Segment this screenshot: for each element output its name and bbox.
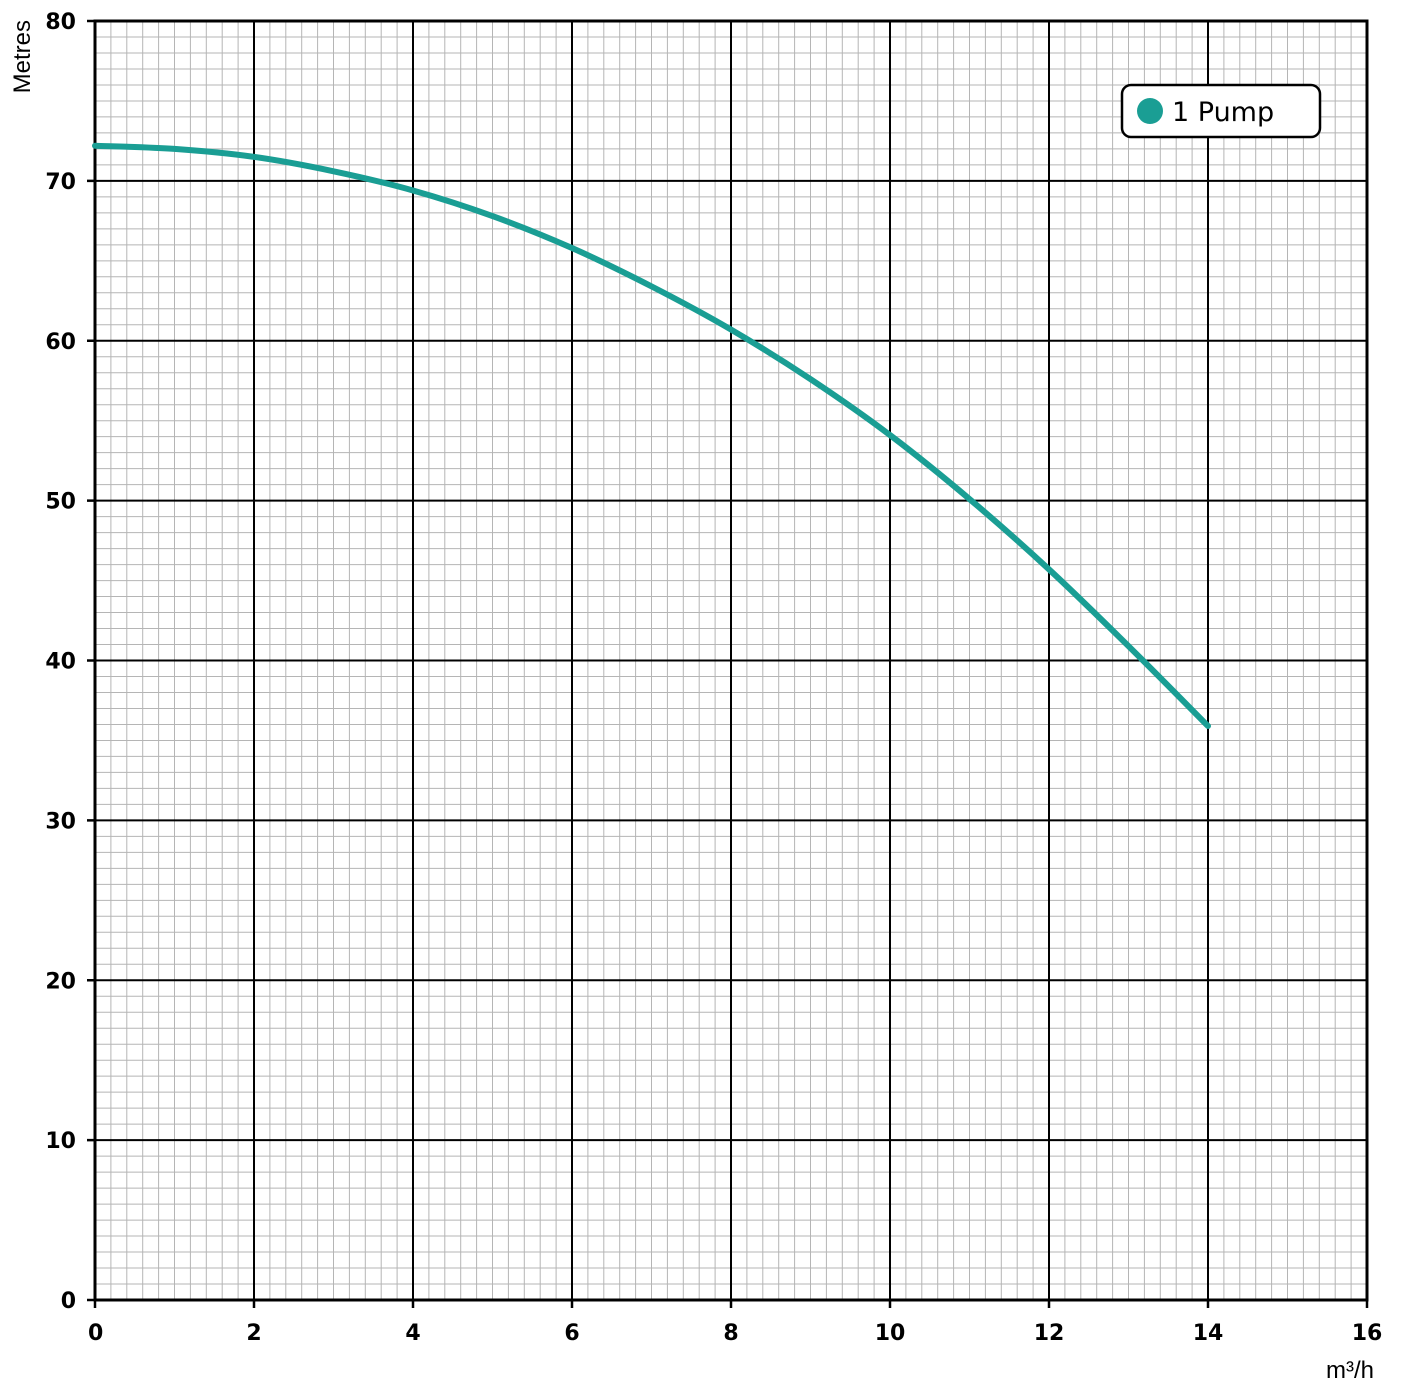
x-tick-label: 8 [723, 1321, 738, 1346]
y-tick-label: 60 [45, 330, 76, 355]
x-axis-label: m³/h [1326, 1357, 1374, 1384]
y-tick-label: 0 [61, 1289, 76, 1314]
legend: 1 Pump [1120, 83, 1322, 139]
y-tick-label: 80 [45, 10, 76, 35]
series-layer [92, 142, 1211, 730]
x-tick-labels: 0 2 4 6 8 10 12 14 16 [88, 1321, 1382, 1346]
x-tick-label: 6 [564, 1321, 579, 1346]
y-tick-label: 10 [45, 1129, 76, 1154]
legend-box [1120, 83, 1322, 139]
x-tick-label: 4 [405, 1321, 420, 1346]
y-tick-labels: 0 10 20 30 40 50 60 70 80 [45, 10, 76, 1314]
legend-label: 1 Pump [1172, 97, 1274, 128]
x-tick-label: 10 [875, 1321, 906, 1346]
major-grid [87, 19, 1369, 1308]
plot-frame [93, 19, 1369, 1302]
x-tick-label: 12 [1034, 1321, 1065, 1346]
y-tick-label: 30 [45, 809, 76, 834]
y-tick-label: 40 [45, 650, 76, 675]
x-tick-label: 0 [88, 1321, 103, 1346]
x-tick-label: 16 [1352, 1321, 1383, 1346]
series-line-1-pump [92, 142, 1211, 730]
y-tick-label: 20 [45, 969, 76, 994]
x-tick-label: 2 [246, 1321, 261, 1346]
legend-swatch-icon [1137, 98, 1163, 124]
y-axis-label: Metres [9, 20, 36, 93]
x-tick-label: 14 [1193, 1321, 1224, 1346]
y-tick-label: 50 [45, 490, 76, 515]
y-tick-label: 70 [45, 170, 76, 195]
